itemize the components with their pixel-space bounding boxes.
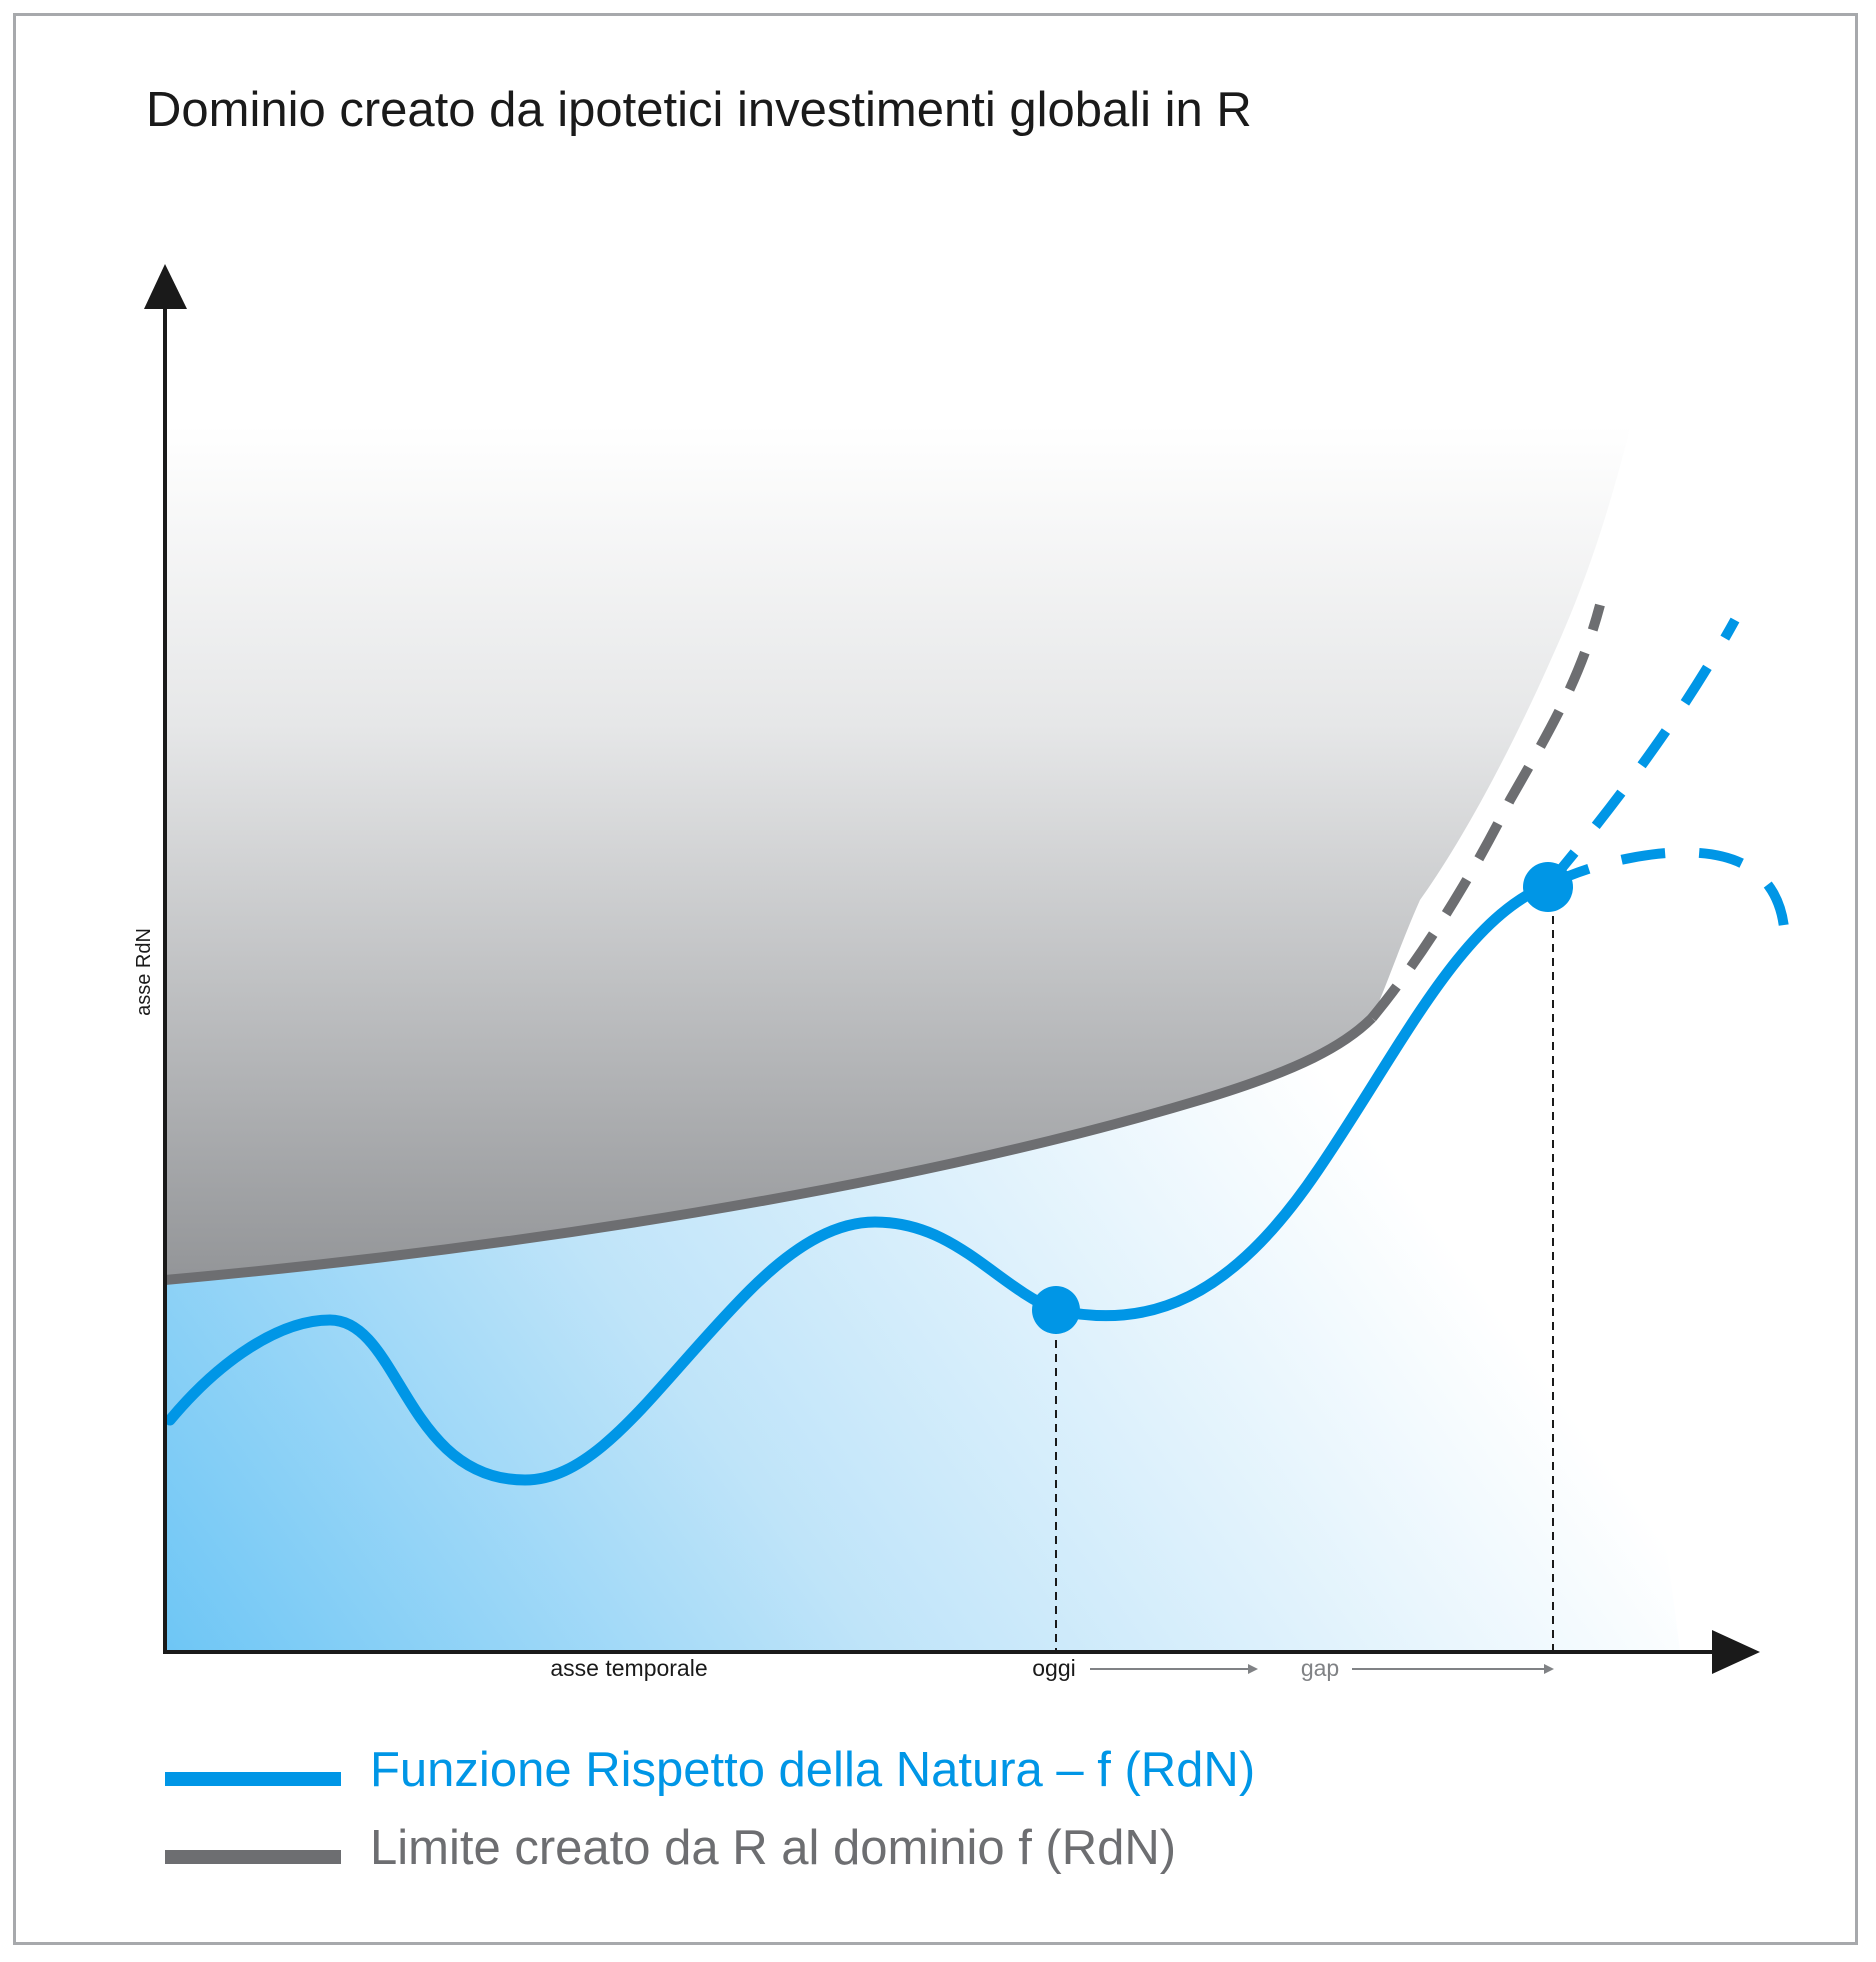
gap-arrow-right-head <box>1544 1664 1554 1674</box>
rdn-projection-low <box>1545 847 1790 946</box>
chart-frame <box>13 13 1858 1945</box>
legend-item-rdn: Funzione Rispetto della Natura – f (RdN) <box>165 1742 1665 1812</box>
limit-curve-projection <box>1368 603 1605 1022</box>
future-point <box>1523 862 1573 912</box>
legend-item-limit: Limite creato da R al dominio f (RdN) <box>165 1820 1665 1890</box>
limit-shaded-area <box>165 420 1632 1280</box>
y-axis-arrow <box>144 264 187 309</box>
legend-swatch-rdn <box>165 1772 341 1786</box>
chart-title: Dominio creato da ipotetici investimenti… <box>146 83 1252 137</box>
legend-label-limit: Limite creato da R al dominio f (RdN) <box>370 1821 1177 1875</box>
x-axis-label: asse temporale <box>550 1655 707 1681</box>
gap-arrow-left-head <box>1248 1664 1258 1674</box>
rdn-curve <box>164 879 1554 1486</box>
legend-label-rdn: Funzione Rispetto della Natura – f (RdN) <box>370 1743 1256 1797</box>
x-axis-arrow <box>1712 1630 1760 1674</box>
y-axis-label: asse RdN <box>133 928 155 1016</box>
rdn-projection-high <box>1544 617 1740 889</box>
rdn-domain-area <box>165 860 1680 1650</box>
gap-label: gap <box>1301 1655 1339 1681</box>
legend-swatch-limit <box>165 1850 341 1864</box>
limit-curve <box>164 1014 1376 1285</box>
oggi-label: oggi <box>1032 1655 1075 1681</box>
oggi-point <box>1032 1286 1080 1334</box>
